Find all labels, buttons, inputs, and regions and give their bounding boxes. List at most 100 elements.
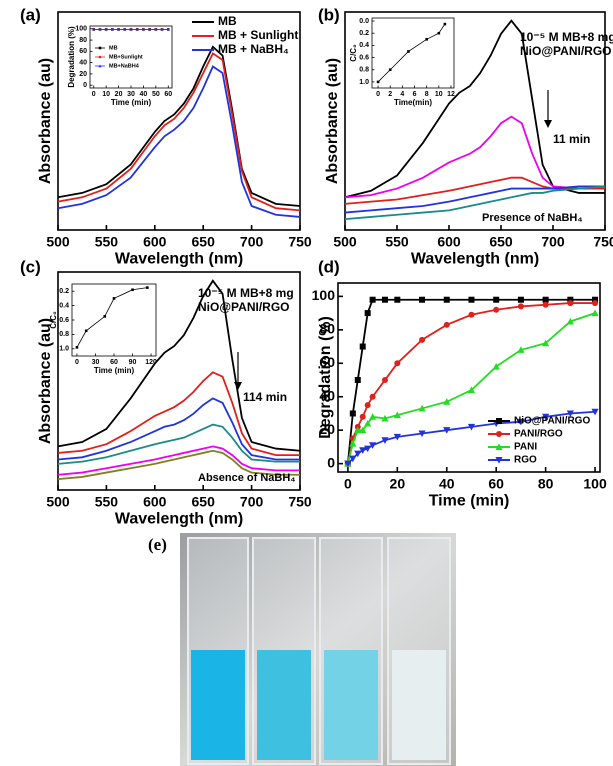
marker bbox=[467, 386, 476, 394]
marker bbox=[364, 445, 372, 453]
annotation: Absence of NaBH₄ bbox=[198, 472, 296, 484]
marker bbox=[394, 360, 401, 367]
marker bbox=[359, 426, 367, 434]
marker bbox=[517, 296, 524, 303]
marker bbox=[359, 343, 366, 350]
marker bbox=[359, 447, 367, 454]
marker bbox=[381, 437, 389, 444]
x-tick-label: 750 bbox=[288, 493, 312, 509]
series-line bbox=[57, 279, 301, 452]
annotation: 10⁻⁵ M MB+8 mg bbox=[520, 30, 613, 44]
y-tick-label: 100 bbox=[312, 287, 336, 303]
x-tick-label: 120 bbox=[145, 359, 157, 366]
marker bbox=[495, 457, 503, 464]
x-tick-label: 50 bbox=[152, 91, 160, 98]
series-line bbox=[57, 423, 300, 465]
marker bbox=[567, 300, 574, 307]
series-line bbox=[57, 397, 300, 461]
x-tick-label: 550 bbox=[95, 493, 119, 509]
panel-label: (d) bbox=[318, 257, 340, 276]
solution bbox=[191, 650, 245, 760]
marker bbox=[166, 27, 170, 31]
marker bbox=[110, 27, 114, 31]
series-line bbox=[57, 45, 301, 207]
marker bbox=[84, 329, 88, 333]
marker bbox=[364, 419, 372, 427]
marker bbox=[135, 27, 139, 31]
y-tick-label: 1.0 bbox=[59, 346, 69, 353]
x-tick-label: 10 bbox=[435, 91, 443, 98]
x-tick-label: 600 bbox=[437, 233, 461, 249]
marker bbox=[425, 38, 428, 41]
marker bbox=[567, 296, 574, 303]
x-tick-label: 0 bbox=[92, 91, 96, 98]
marker bbox=[369, 393, 376, 400]
marker bbox=[369, 296, 376, 303]
plot-frame bbox=[337, 282, 601, 473]
plot-frame bbox=[57, 11, 301, 231]
y-tick-label: 0.6 bbox=[359, 54, 369, 61]
series-line bbox=[344, 176, 605, 205]
x-tick-label: 10 bbox=[102, 91, 110, 98]
annotation: NiO@PANI/RGO bbox=[520, 44, 611, 58]
series-line bbox=[377, 23, 446, 83]
x-tick-label: 2 bbox=[388, 91, 392, 98]
x-tick-label: 700 bbox=[541, 233, 565, 249]
legend-label: MB bbox=[218, 14, 237, 28]
marker bbox=[148, 27, 152, 31]
marker bbox=[92, 27, 96, 31]
marker bbox=[364, 310, 371, 317]
x-tick-label: 650 bbox=[489, 233, 513, 249]
y-tick-label: 60 bbox=[319, 354, 335, 370]
series-line bbox=[57, 449, 300, 480]
x-tick-label: 8 bbox=[425, 91, 429, 98]
y-axis-label: C/C₀ bbox=[349, 44, 358, 62]
marker bbox=[369, 442, 377, 449]
marker bbox=[443, 22, 447, 26]
marker bbox=[496, 418, 502, 424]
marker bbox=[354, 450, 362, 458]
y-tick-label: 60 bbox=[79, 48, 87, 55]
annotation: 10⁻⁵ M MB+8 mg bbox=[198, 286, 294, 300]
marker bbox=[542, 296, 549, 303]
marker bbox=[517, 346, 525, 353]
annotation: 114 min bbox=[243, 390, 287, 404]
legend-label: MB + Sunlight bbox=[218, 28, 298, 42]
series-line bbox=[347, 302, 596, 464]
marker bbox=[131, 288, 134, 292]
marker bbox=[393, 411, 401, 419]
y-axis-label: Absorbance (au) bbox=[324, 58, 341, 184]
y-axis-label: Degradation (%) bbox=[67, 26, 76, 88]
x-tick-label: 20 bbox=[390, 475, 406, 491]
plot-frame bbox=[371, 17, 455, 89]
y-tick-label: 40 bbox=[79, 59, 87, 66]
y-tick-label: 80 bbox=[319, 321, 335, 337]
marker bbox=[566, 410, 574, 418]
y-tick-label: 40 bbox=[319, 387, 335, 403]
x-tick-label: 750 bbox=[593, 233, 613, 249]
y-axis-label: C/C₀ bbox=[49, 311, 58, 329]
marker bbox=[354, 426, 362, 434]
marker bbox=[495, 443, 503, 450]
x-tick-label: 700 bbox=[240, 233, 264, 249]
x-tick-label: 550 bbox=[95, 233, 119, 249]
marker bbox=[542, 413, 550, 421]
marker bbox=[354, 377, 361, 384]
y-tick-label: 0.4 bbox=[59, 302, 69, 309]
x-tick-label: 650 bbox=[192, 233, 216, 249]
legend-label: PANI/RGO bbox=[514, 429, 563, 440]
panel-label: (c) bbox=[20, 257, 41, 276]
x-tick-label: 6 bbox=[413, 91, 417, 98]
x-tick-label: 80 bbox=[538, 475, 554, 491]
marker bbox=[129, 27, 133, 31]
y-tick-label: 0.2 bbox=[359, 30, 369, 37]
series-line bbox=[57, 371, 300, 457]
series-line bbox=[57, 445, 300, 476]
marker bbox=[112, 297, 116, 300]
plot-frame bbox=[71, 283, 157, 357]
x-tick-label: 30 bbox=[92, 359, 100, 366]
x-tick-label: 0 bbox=[344, 475, 352, 491]
marker bbox=[123, 27, 127, 31]
annotation: 11 min bbox=[553, 132, 590, 146]
